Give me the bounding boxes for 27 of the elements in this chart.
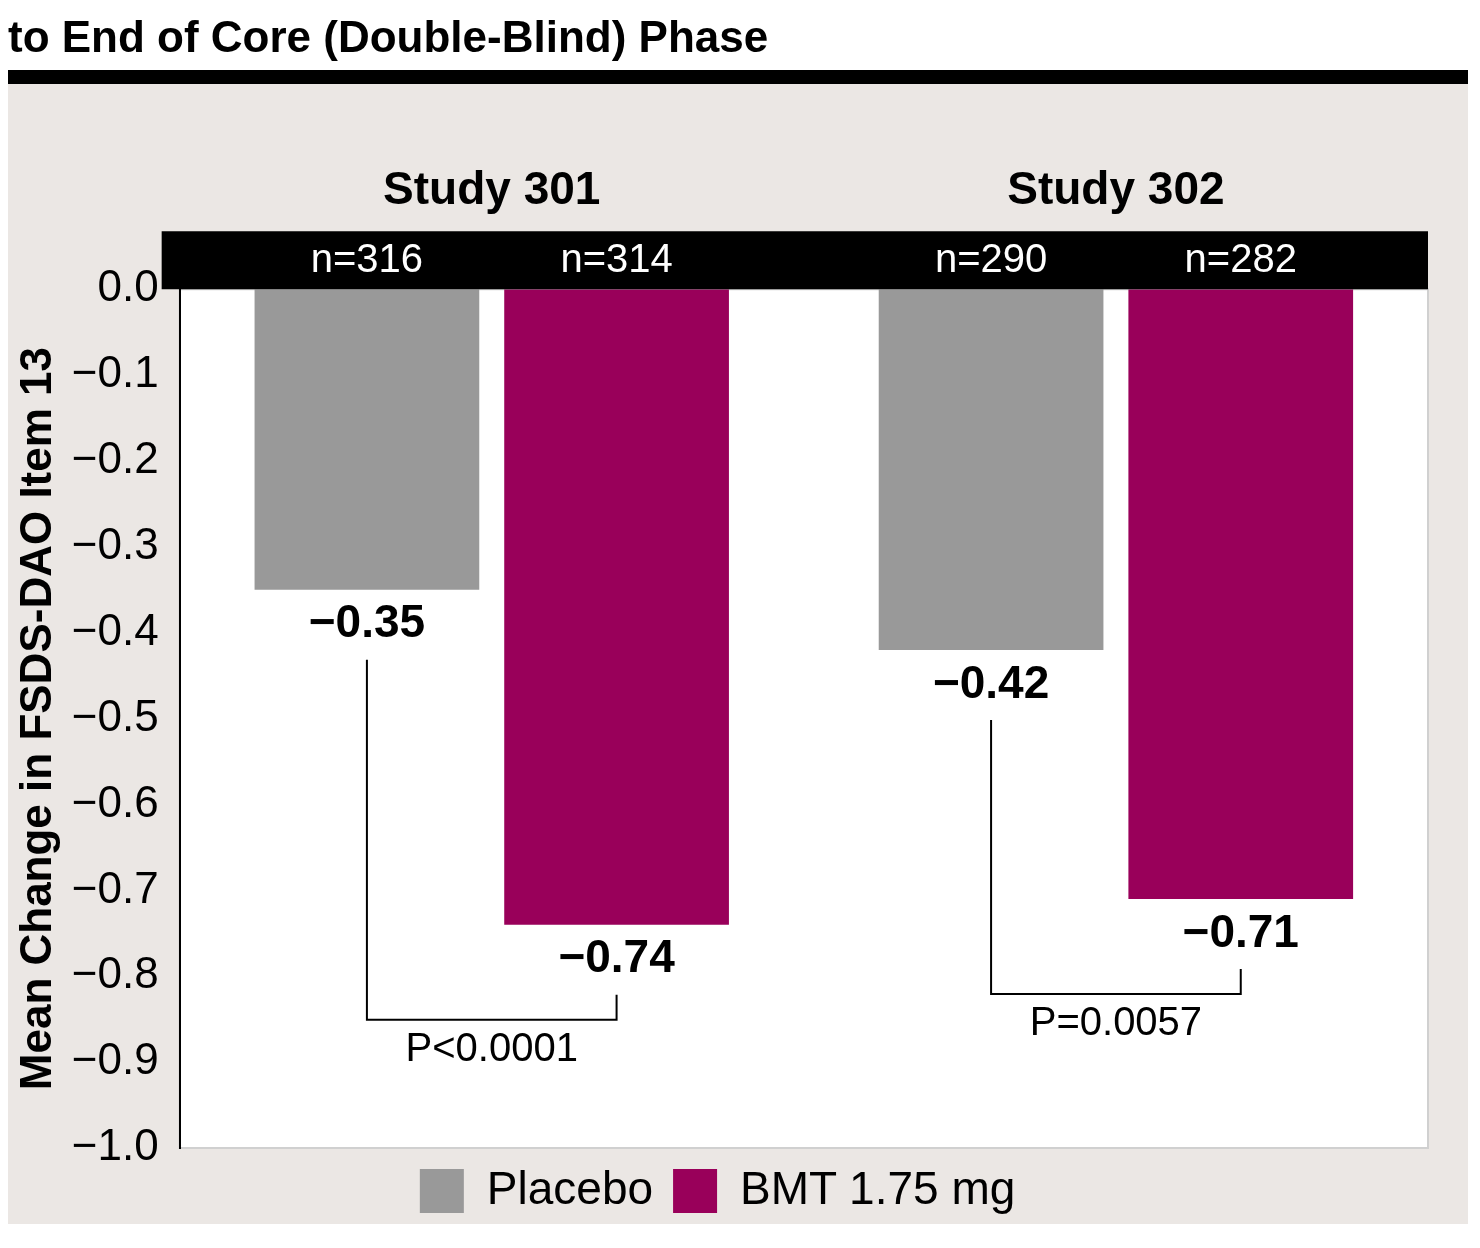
text: n=290 — [934, 236, 1048, 281]
y-tick-label: −0.3 — [71, 518, 159, 568]
y-tick-label: −0.8 — [71, 948, 159, 998]
y-tick-label: −0.6 — [71, 776, 159, 826]
annotation: P=0.0057 — [1029, 998, 1203, 1043]
data-label: −0.42 — [932, 655, 1050, 708]
chart-title: to End of Core (Double-Blind) Phase — [8, 8, 1468, 84]
legend-label: BMT 1.75 mg — [740, 1161, 1016, 1214]
text: n=316 — [310, 236, 424, 281]
legend-label: Placebo — [486, 1161, 654, 1214]
y-tick-label: −1.0 — [71, 1120, 159, 1170]
data-label: −0.71 — [1182, 904, 1299, 957]
y-tick-label: −0.4 — [71, 604, 159, 654]
x-tick-label: Study 301 — [383, 162, 601, 215]
y-tick-label: −0.2 — [71, 433, 159, 483]
y-tick-label: −0.9 — [71, 1034, 159, 1084]
x-tick-label: Study 302 — [1007, 162, 1225, 215]
text: n=282 — [1184, 236, 1297, 281]
y-tick-label: −0.1 — [71, 347, 159, 397]
y-tick-label: 0.0 — [97, 261, 159, 311]
text: n=314 — [560, 236, 673, 281]
y-axis-title: Mean Change in FSDS-DAO Item 13 — [10, 346, 60, 1091]
data-label: −0.74 — [558, 930, 676, 983]
annotation: P<0.0001 — [405, 1024, 578, 1069]
y-tick-label: −0.7 — [71, 862, 159, 912]
data-label: −0.35 — [308, 595, 426, 648]
y-tick-label: −0.5 — [71, 690, 159, 740]
